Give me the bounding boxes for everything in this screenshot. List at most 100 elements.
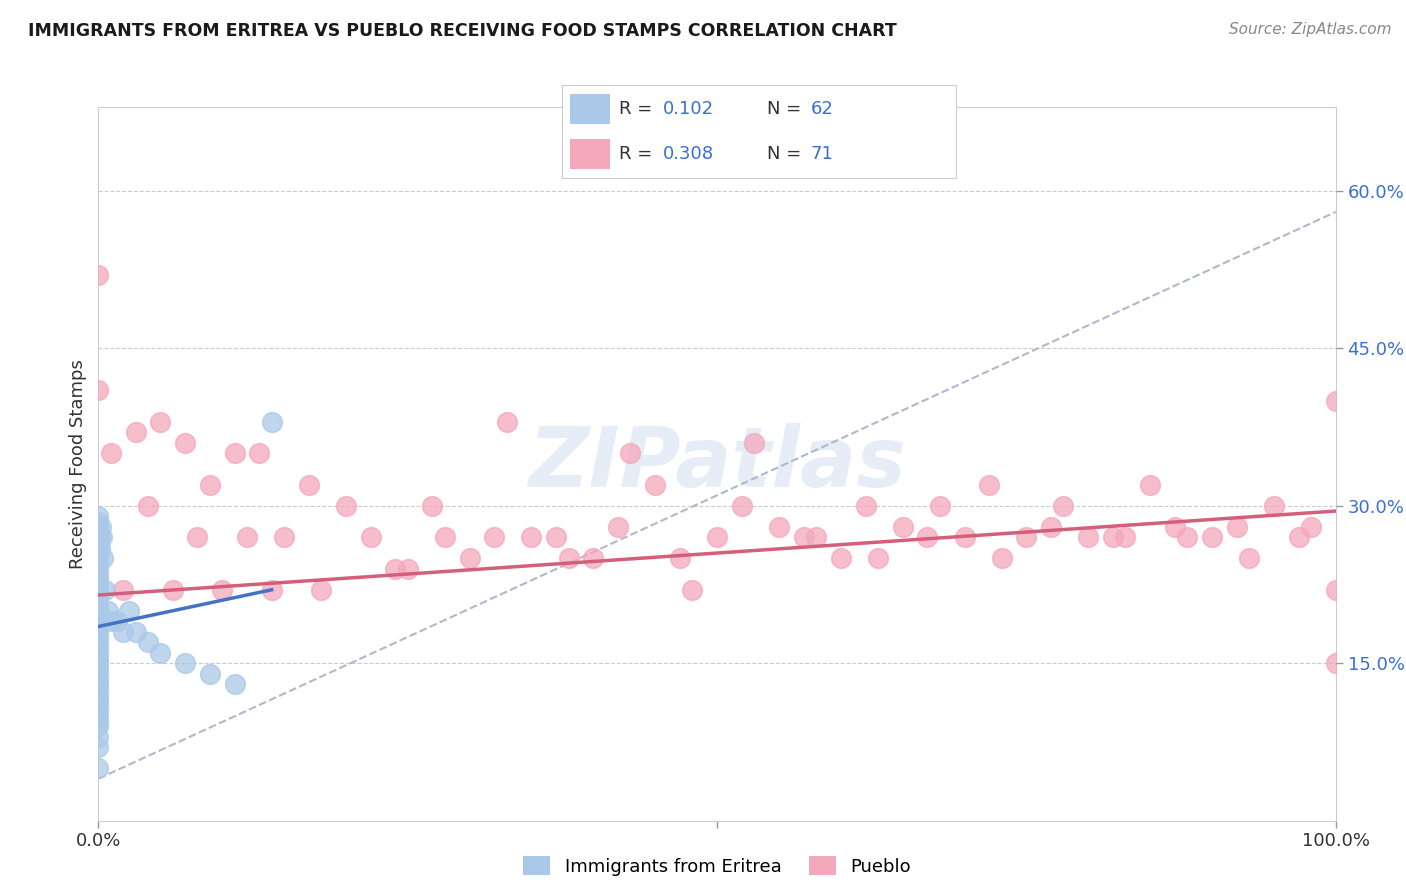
Point [1201, 530, 1223, 544]
Point [87, 761, 110, 775]
Point [87, 577, 110, 591]
Point [644, 478, 666, 492]
Point [87, 520, 110, 534]
Point [1175, 530, 1198, 544]
Point [87, 646, 110, 660]
Point [804, 530, 827, 544]
Point [87, 384, 110, 398]
Point [93, 551, 115, 566]
Point [162, 582, 184, 597]
Point [335, 499, 357, 513]
Point [87, 582, 110, 597]
Point [1299, 520, 1322, 534]
Point [87, 588, 110, 602]
Point [87, 551, 110, 566]
Point [928, 499, 950, 513]
Point [91, 530, 114, 544]
Point [87, 609, 110, 624]
Point [124, 425, 146, 440]
Point [87, 714, 110, 728]
Point [1324, 657, 1347, 671]
Point [87, 693, 110, 707]
Point [100, 446, 122, 460]
Point [136, 635, 159, 649]
Point [87, 572, 110, 586]
Point [669, 551, 692, 566]
Point [87, 541, 110, 555]
Point [855, 499, 877, 513]
Point [607, 520, 630, 534]
Point [174, 435, 197, 450]
Point [87, 740, 110, 755]
Point [224, 677, 246, 691]
Point [87, 557, 110, 571]
Point [87, 703, 110, 717]
Y-axis label: Receiving Food Stamps: Receiving Food Stamps [69, 359, 87, 569]
Point [87, 567, 110, 582]
Point [273, 530, 295, 544]
Point [742, 435, 765, 450]
Point [87, 535, 110, 549]
FancyBboxPatch shape [571, 139, 610, 169]
Point [87, 599, 110, 613]
Point [1288, 530, 1310, 544]
Point [236, 530, 259, 544]
Point [866, 551, 889, 566]
Point [87, 530, 110, 544]
Point [100, 614, 122, 628]
Point [793, 530, 815, 544]
Point [149, 415, 172, 429]
Point [247, 446, 270, 460]
Point [768, 520, 790, 534]
Point [520, 530, 543, 544]
Point [484, 530, 506, 544]
Text: ZIPatlas: ZIPatlas [529, 424, 905, 504]
Point [1102, 530, 1125, 544]
Point [1324, 582, 1347, 597]
Point [90, 520, 112, 534]
Point [87, 268, 110, 282]
Point [87, 515, 110, 529]
Text: N =: N = [768, 145, 807, 162]
Point [105, 614, 128, 628]
Point [149, 646, 172, 660]
Point [953, 530, 976, 544]
Point [260, 582, 283, 597]
Text: N =: N = [768, 100, 807, 118]
Point [87, 688, 110, 702]
Point [87, 730, 110, 744]
Point [495, 415, 517, 429]
Point [87, 593, 110, 607]
Point [546, 530, 568, 544]
Point [1226, 520, 1249, 534]
Point [174, 657, 197, 671]
Text: R =: R = [620, 145, 658, 162]
Point [979, 478, 1001, 492]
Point [124, 624, 146, 639]
Point [87, 719, 110, 733]
Point [1015, 530, 1038, 544]
Point [1077, 530, 1099, 544]
Point [118, 604, 141, 618]
Point [136, 499, 159, 513]
Point [830, 551, 852, 566]
Point [93, 582, 115, 597]
Text: 71: 71 [810, 145, 834, 162]
Point [1263, 499, 1285, 513]
Point [619, 446, 641, 460]
Text: 0.102: 0.102 [662, 100, 714, 118]
Point [198, 478, 221, 492]
Point [87, 562, 110, 576]
Text: 62: 62 [810, 100, 834, 118]
Point [198, 666, 221, 681]
Point [87, 624, 110, 639]
Point [1237, 551, 1260, 566]
Point [260, 415, 283, 429]
Point [298, 478, 321, 492]
Legend: Immigrants from Eritrea, Pueblo: Immigrants from Eritrea, Pueblo [516, 849, 918, 883]
Point [87, 651, 110, 665]
Point [112, 624, 135, 639]
Point [990, 551, 1012, 566]
Point [87, 657, 110, 671]
Point [87, 630, 110, 644]
